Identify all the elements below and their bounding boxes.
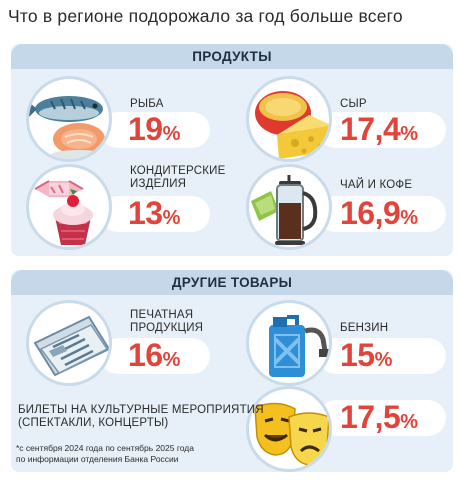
cake-icon (34, 180, 93, 245)
cheese-value: 17,4% (340, 111, 419, 147)
tea-coffee-bar (318, 196, 446, 232)
footnote: *с сентября 2024 года по сентябрь 2025 г… (16, 443, 194, 464)
fish-icon-circle (26, 76, 112, 162)
fish-bar (100, 112, 210, 148)
page-title: Что в регионе подорожало за год больше в… (8, 6, 403, 26)
fish-icon (29, 96, 107, 159)
other-section-header: ДРУГИЕ ТОВАРЫ (11, 270, 453, 295)
french-press-icon (251, 175, 318, 245)
gasoline-value: 15% (340, 337, 393, 373)
fish-value: 19% (128, 111, 181, 147)
cheese-label: СЫР (340, 98, 367, 110)
print-bar (100, 338, 210, 374)
gasoline-label: БЕНЗИН (340, 322, 389, 334)
fuel-canister-icon-circle (246, 300, 332, 386)
gasoline-bar (318, 338, 446, 374)
confectionery-value: 13% (128, 195, 181, 231)
cheese-icon-circle (246, 76, 332, 162)
cake-icon-circle (26, 164, 112, 250)
french-press-icon-circle (246, 164, 332, 250)
print-value: 16% (128, 337, 181, 373)
theater-masks-icon-circle (246, 386, 332, 472)
tea-coffee-value: 16,9% (340, 195, 419, 231)
newspaper-icon-circle (26, 300, 112, 386)
newspaper-icon (33, 315, 109, 377)
culture-value: 17,5% (340, 399, 419, 435)
culture-bar (318, 400, 446, 436)
food-section-header: ПРОДУКТЫ (11, 44, 453, 69)
cheese-bar (318, 112, 446, 148)
tea-coffee-label: ЧАЙ И КОФЕ (340, 179, 413, 191)
print-label: ПЕЧАТНАЯ ПРОДУКЦИЯ (130, 309, 204, 334)
confectionery-bar (100, 196, 210, 232)
fuel-canister-icon (269, 315, 329, 377)
fish-label: РЫБА (130, 98, 164, 110)
confectionery-label: КОНДИТЕРСКИЕ ИЗДЕЛИЯ (130, 165, 226, 190)
culture-label: БИЛЕТЫ НА КУЛЬТУРНЫЕ МЕРОПРИЯТИЯ (СПЕКТАК… (18, 404, 264, 429)
theater-masks-icon (254, 402, 329, 466)
